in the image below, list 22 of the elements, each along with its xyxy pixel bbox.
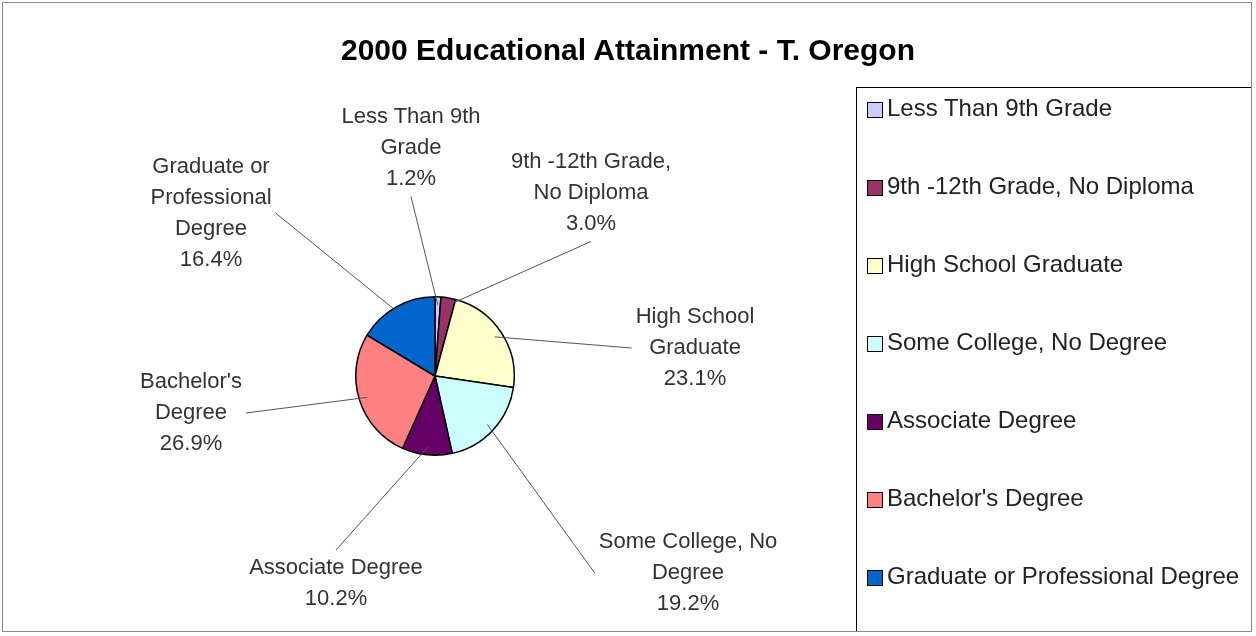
- data-label: 10.2%: [304, 584, 368, 610]
- data-label: 16.4%: [179, 245, 243, 271]
- slice-label: Bachelor's Degree: [139, 368, 243, 425]
- slice-label: Less Than 9th Grade: [341, 103, 481, 160]
- data-label: 26.9%: [159, 430, 223, 456]
- legend-label: High School Graduate: [887, 250, 1124, 278]
- data-label: 23.1%: [663, 365, 727, 391]
- legend-label: Graduate or Professional Degree: [887, 562, 1240, 590]
- data-label: 1.2%: [385, 165, 437, 191]
- chart-title: 2000 Educational Attainment - T. Oregon: [340, 33, 916, 67]
- legend-label: Some College, No Degree: [887, 328, 1168, 356]
- data-label: 3.0%: [565, 210, 617, 236]
- slice-label: High School Graduate: [635, 303, 755, 360]
- data-label: 19.2%: [656, 590, 720, 616]
- legend-label: Less Than 9th Grade: [887, 94, 1113, 122]
- legend-label: 9th -12th Grade, No Diploma: [887, 172, 1194, 200]
- slice-label: Graduate or Professional Degree: [150, 152, 272, 240]
- slice-label: Associate Degree: [249, 553, 423, 579]
- legend-label: Bachelor's Degree: [887, 484, 1084, 512]
- slice-label: Some College, No Degree: [598, 528, 778, 585]
- slice-label: 9th -12th Grade, No Diploma: [510, 148, 672, 205]
- legend-label: Associate Degree: [887, 406, 1077, 434]
